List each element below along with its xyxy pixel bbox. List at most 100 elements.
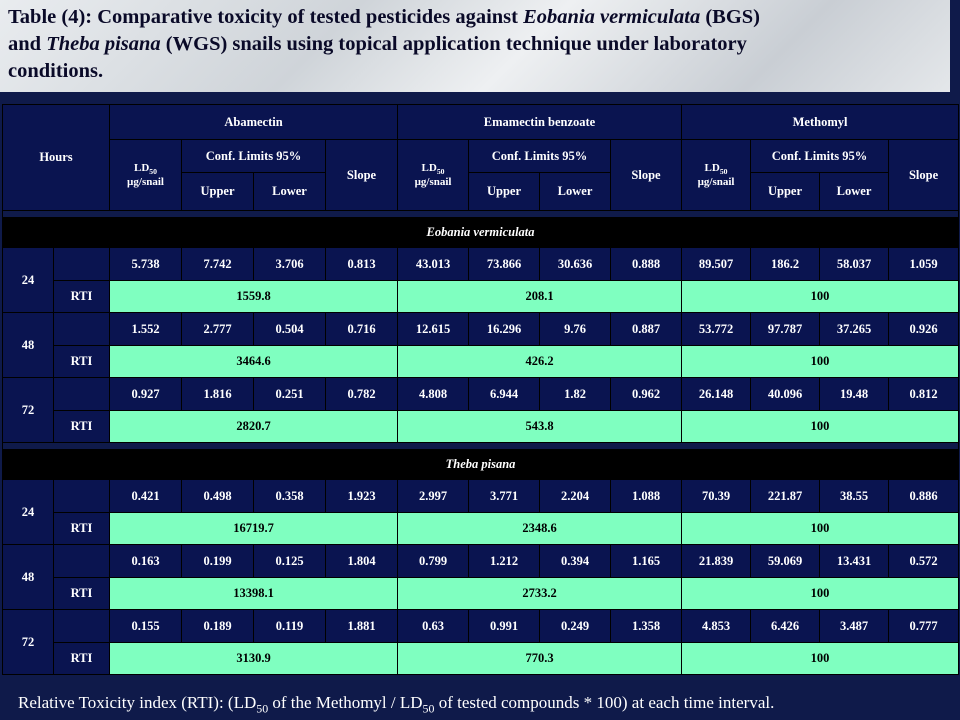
section-gap xyxy=(1,210,960,218)
hour-cell: 24 xyxy=(2,247,54,313)
value-cell: 0.189 xyxy=(181,609,254,643)
value-cell: 0.358 xyxy=(253,479,326,513)
lower-header: Lower xyxy=(819,172,890,211)
value-cell: 12.615 xyxy=(397,312,470,346)
toxicity-table: Hours Abamectin Emamectin benzoate Metho… xyxy=(1,104,960,675)
blank-cell xyxy=(53,312,110,346)
hour-cell: 48 xyxy=(2,544,54,610)
rti-label: RTI xyxy=(53,410,110,443)
value-cell: 0.927 xyxy=(109,377,182,411)
compound-header: Emamectin benzoate xyxy=(397,104,683,140)
slope-header: Slope xyxy=(888,139,960,211)
value-cell: 3.487 xyxy=(819,609,890,643)
value-cell: 73.866 xyxy=(468,247,541,281)
conf-limits-header: Conf. Limits 95% xyxy=(181,139,326,173)
ld50-label: LD xyxy=(421,161,437,174)
value-cell: 6.426 xyxy=(750,609,821,643)
ld50-label: LD xyxy=(704,161,720,174)
value-cell: 0.394 xyxy=(539,544,612,578)
rti-label: RTI xyxy=(53,280,110,313)
rti-label: RTI xyxy=(53,642,110,675)
value-cell: 0.812 xyxy=(888,377,960,411)
title-text: (BGS) xyxy=(700,6,761,28)
hour-cell: 24 xyxy=(2,479,54,545)
value-cell: 1.165 xyxy=(610,544,683,578)
value-cell: 53.772 xyxy=(681,312,752,346)
upper-header: Upper xyxy=(468,172,541,211)
rti-value-cell: 3464.6 xyxy=(108,345,399,378)
value-cell: 38.55 xyxy=(819,479,890,513)
ld50-header: LD50 µg/snail xyxy=(109,139,182,211)
rti-value-cell: 208.1 xyxy=(397,280,683,313)
rti-value-cell: 100 xyxy=(681,280,960,313)
rti-value-cell: 13398.1 xyxy=(108,577,399,610)
title-text: conditions. xyxy=(8,60,104,82)
value-cell: 70.39 xyxy=(681,479,752,513)
rti-value-cell: 3130.9 xyxy=(108,642,399,675)
compound-header: Abamectin xyxy=(108,104,399,140)
value-cell: 37.265 xyxy=(819,312,890,346)
value-cell: 30.636 xyxy=(539,247,612,281)
conf-limits-header: Conf. Limits 95% xyxy=(750,139,890,173)
rti-value-cell: 2733.2 xyxy=(397,577,683,610)
value-cell: 0.799 xyxy=(397,544,470,578)
ld50-sub: 50 xyxy=(149,167,157,177)
hours-header: Hours xyxy=(2,104,110,211)
value-cell: 89.507 xyxy=(681,247,752,281)
value-cell: 0.199 xyxy=(181,544,254,578)
value-cell: 0.782 xyxy=(324,377,399,411)
rti-value-cell: 1559.8 xyxy=(108,280,399,313)
slope-header: Slope xyxy=(610,139,683,211)
value-cell: 0.886 xyxy=(888,479,960,513)
title-text: and xyxy=(8,33,47,55)
value-cell: 0.716 xyxy=(324,312,399,346)
value-cell: 0.572 xyxy=(888,544,960,578)
value-cell: 0.888 xyxy=(610,247,683,281)
value-cell: 1.881 xyxy=(324,609,399,643)
section-gap xyxy=(1,442,960,450)
value-cell: 1.804 xyxy=(324,544,399,578)
lower-header: Lower xyxy=(253,172,326,211)
ld50-label: LD xyxy=(134,161,150,174)
value-cell: 3.706 xyxy=(253,247,326,281)
value-cell: 9.76 xyxy=(539,312,612,346)
hour-cell: 72 xyxy=(2,609,54,675)
rti-value-cell: 2820.7 xyxy=(108,410,399,443)
footnote-sub: 50 xyxy=(422,701,435,716)
ld50-unit: µg/snail xyxy=(697,176,735,189)
blank-cell xyxy=(53,377,110,411)
blank-cell xyxy=(53,544,110,578)
value-cell: 4.853 xyxy=(681,609,752,643)
footnote-sub: 50 xyxy=(256,701,269,716)
value-cell: 0.251 xyxy=(253,377,326,411)
value-cell: 4.808 xyxy=(397,377,470,411)
species-section-header: Eobania vermiculata xyxy=(1,217,960,248)
value-cell: 0.249 xyxy=(539,609,612,643)
rti-value-cell: 426.2 xyxy=(397,345,683,378)
value-cell: 0.504 xyxy=(253,312,326,346)
value-cell: 1.552 xyxy=(109,312,182,346)
value-cell: 1.82 xyxy=(539,377,612,411)
blank-cell xyxy=(53,609,110,643)
rti-value-cell: 100 xyxy=(681,512,960,545)
value-cell: 13.431 xyxy=(819,544,890,578)
upper-header: Upper xyxy=(181,172,254,211)
value-cell: 0.777 xyxy=(888,609,960,643)
rti-label: RTI xyxy=(53,577,110,610)
rti-value-cell: 100 xyxy=(681,345,960,378)
blank-cell xyxy=(53,247,110,281)
value-cell: 1.212 xyxy=(468,544,541,578)
rti-value-cell: 100 xyxy=(681,410,960,443)
conf-limits-header: Conf. Limits 95% xyxy=(468,139,612,173)
value-cell: 1.088 xyxy=(610,479,683,513)
value-cell: 221.87 xyxy=(750,479,821,513)
title-text: (WGS) snails using topical application t… xyxy=(160,33,747,55)
value-cell: 0.421 xyxy=(109,479,182,513)
hour-cell: 72 xyxy=(2,377,54,443)
value-cell: 1.059 xyxy=(888,247,960,281)
rti-label: RTI xyxy=(53,345,110,378)
value-cell: 1.816 xyxy=(181,377,254,411)
value-cell: 7.742 xyxy=(181,247,254,281)
rti-value-cell: 2348.6 xyxy=(397,512,683,545)
value-cell: 2.997 xyxy=(397,479,470,513)
